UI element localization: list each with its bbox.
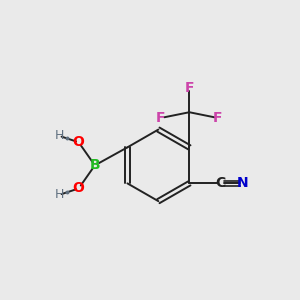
Text: B: B (89, 158, 100, 172)
Text: C: C (216, 176, 226, 190)
Text: O: O (73, 135, 85, 149)
Text: O: O (73, 182, 85, 196)
Text: F: F (213, 111, 223, 125)
Text: F: F (184, 81, 194, 95)
Text: H: H (54, 188, 64, 201)
Text: F: F (156, 111, 165, 125)
Text: H: H (54, 129, 64, 142)
Text: N: N (237, 176, 248, 190)
